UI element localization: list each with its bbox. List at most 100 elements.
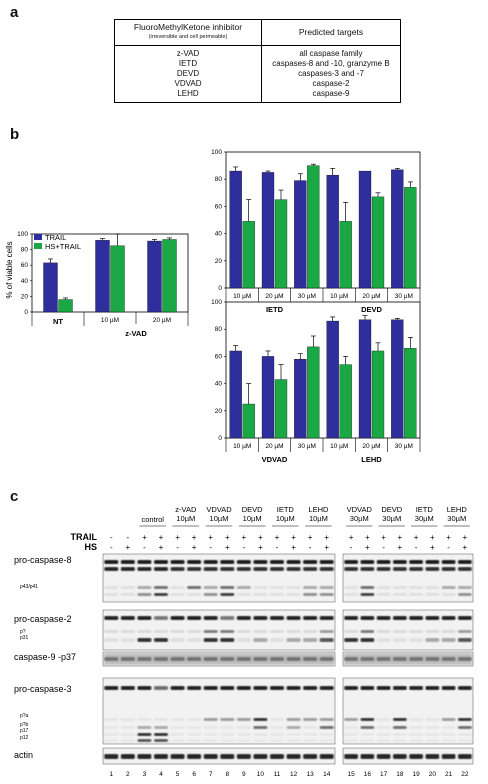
table-row: z-VAD all caspase family [114, 45, 401, 59]
blot-band [220, 686, 235, 690]
group-header-label: 10µM [243, 514, 262, 523]
y-tick-label: 80 [21, 247, 29, 254]
blot-band [303, 739, 318, 742]
plot-frame [225, 301, 421, 439]
blot-band [458, 739, 472, 742]
blot-band [220, 638, 235, 642]
blot-band [344, 739, 358, 742]
fragment-label-c2a: p? [20, 629, 26, 635]
blot-band [319, 718, 334, 721]
bar-trail [294, 180, 307, 289]
lane-number: 1 [109, 771, 113, 778]
blot-band [137, 586, 152, 589]
blot-band [104, 726, 119, 729]
lane-number: 7 [209, 771, 213, 778]
y-axis-label: % of viable cells [5, 241, 14, 298]
blot-band [120, 560, 135, 564]
group-header-label: LEHD [447, 505, 468, 514]
blot-band [236, 616, 251, 620]
blot-band [253, 657, 268, 661]
blot-band [360, 616, 375, 620]
blot-band [154, 567, 168, 571]
blot-band [393, 560, 407, 564]
blot-band [137, 686, 152, 690]
blot-band [344, 638, 358, 642]
blot-band [393, 657, 407, 661]
group-header-label: VDVAD [206, 505, 232, 514]
bar-chart-vdvad-lehd: 0 20 40 60 80 100 10 µM 20 µM 30 µM 10 µM 20 µM 30 … [211, 299, 421, 464]
table-row: IETD caspases-8 and -10, granzyme B [114, 59, 401, 69]
lane-number: 11 [274, 771, 281, 778]
hs-sign: + [159, 543, 164, 552]
blot-band [270, 593, 284, 596]
blot-band [253, 638, 268, 642]
blot-band [253, 630, 268, 633]
hs-sign: + [225, 543, 230, 552]
blot-band [154, 616, 168, 620]
blot-background [344, 653, 472, 665]
blot-band [170, 586, 185, 589]
blot-band [170, 754, 185, 759]
blot-band [203, 560, 218, 564]
hs-sign: + [258, 543, 263, 552]
y-tick-label: 80 [215, 176, 223, 183]
blot-band [286, 739, 301, 742]
hs-sign: + [430, 543, 435, 552]
blot-band [344, 726, 358, 729]
x-tick-label: 20 µM [362, 443, 380, 450]
x-tick-label: 20 µM [265, 443, 283, 450]
bar-chart-ietd-devd: 0 20 40 60 80 100 10 µM 20 µM 30 µM 10 µM 20 µM 30 … [211, 149, 421, 314]
trail-sign: + [414, 533, 419, 542]
blot-band [376, 686, 391, 690]
legend-label-trail: TRAIL [45, 233, 66, 242]
blot-band [154, 718, 168, 721]
fragment-label-p31: p31 [20, 635, 29, 641]
blot-band [409, 638, 423, 642]
trail-sign: + [275, 533, 280, 542]
trail-sign: + [446, 533, 451, 542]
blot-band [203, 630, 218, 633]
blot-band [120, 733, 135, 736]
blot-band [170, 567, 185, 571]
blot-band [286, 657, 301, 661]
blot-band [360, 657, 375, 661]
blot-band [303, 638, 318, 642]
blot-band [104, 638, 119, 642]
trail-sign: + [192, 533, 197, 542]
target-cell: caspases-3 and -7 [298, 69, 364, 78]
target-cell: all caspase family [299, 49, 363, 58]
blot-procaspase8 [102, 553, 474, 603]
group-header-label: 30µM [350, 514, 369, 523]
blot-band [376, 630, 391, 633]
blot-band [425, 718, 440, 721]
hs-sign: + [324, 543, 329, 552]
blot-band [458, 686, 472, 690]
group-label: IETD [266, 305, 284, 314]
blot-band [236, 630, 251, 633]
blot-band [220, 630, 235, 633]
blot-band [409, 733, 423, 736]
blot-band [344, 754, 358, 759]
blot-band [458, 586, 472, 589]
blot-band [303, 686, 318, 690]
blot-band [253, 686, 268, 690]
blot-band [344, 686, 358, 690]
blot-band [393, 733, 407, 736]
blot-band [319, 733, 334, 736]
blot-band [286, 686, 301, 690]
blot-band [303, 586, 318, 589]
group-header-label: IETD [277, 505, 295, 514]
group-header-label: 30µM [447, 514, 466, 523]
blot-band [253, 616, 268, 620]
blot-band [220, 739, 235, 742]
blot-band [187, 754, 202, 759]
blot-band [236, 586, 251, 589]
blot-band [236, 567, 251, 571]
bar-trail [294, 358, 307, 439]
blot-band [187, 726, 202, 729]
y-tick-label: 60 [21, 262, 29, 269]
lane-number: 2 [126, 771, 130, 778]
blot-band [120, 567, 135, 571]
blot-band [187, 733, 202, 736]
y-tick-label: 60 [215, 203, 223, 210]
